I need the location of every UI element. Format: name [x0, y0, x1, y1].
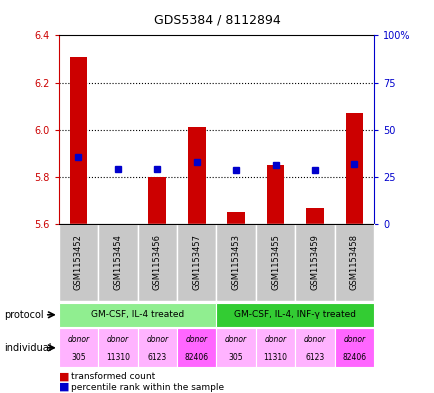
Bar [98, 328, 137, 367]
Text: GSM1153453: GSM1153453 [231, 234, 240, 290]
Text: GSM1153452: GSM1153452 [74, 234, 83, 290]
Text: 305: 305 [71, 353, 85, 362]
Bar [216, 224, 255, 301]
Bar [137, 328, 177, 367]
Text: 11310: 11310 [105, 353, 130, 362]
Text: donor: donor [264, 336, 286, 344]
Bar [334, 224, 373, 301]
Text: GSM1153456: GSM1153456 [152, 234, 161, 290]
Bar [266, 165, 284, 224]
Text: donor: donor [303, 336, 325, 344]
Text: percentile rank within the sample: percentile rank within the sample [71, 383, 224, 391]
Text: 82406: 82406 [342, 353, 365, 362]
Text: 6123: 6123 [147, 353, 167, 362]
Bar [227, 212, 244, 224]
Bar [69, 57, 87, 224]
Text: donor: donor [107, 336, 128, 344]
Bar [187, 127, 205, 224]
Text: donor: donor [342, 336, 365, 344]
Bar [255, 328, 295, 367]
Bar [306, 208, 323, 224]
Text: ■: ■ [59, 371, 69, 382]
Text: donor: donor [185, 336, 207, 344]
Bar [334, 328, 373, 367]
Text: GSM1153458: GSM1153458 [349, 234, 358, 290]
Text: individual: individual [4, 343, 52, 353]
Text: GSM1153457: GSM1153457 [192, 234, 201, 290]
Text: GM-CSF, IL-4 treated: GM-CSF, IL-4 treated [91, 310, 184, 319]
Text: 11310: 11310 [263, 353, 287, 362]
Bar [255, 224, 295, 301]
Bar [216, 328, 255, 367]
Bar [59, 303, 216, 327]
Bar [216, 303, 373, 327]
Bar [177, 224, 216, 301]
Bar [177, 328, 216, 367]
Text: GM-CSF, IL-4, INF-γ treated: GM-CSF, IL-4, INF-γ treated [234, 310, 355, 319]
Bar [295, 224, 334, 301]
Bar [59, 224, 98, 301]
Text: transformed count: transformed count [71, 372, 155, 381]
Text: protocol: protocol [4, 310, 44, 320]
Bar [345, 113, 362, 224]
Bar [148, 177, 166, 224]
Bar [59, 328, 98, 367]
Text: GDS5384 / 8112894: GDS5384 / 8112894 [154, 14, 280, 27]
Bar [98, 224, 137, 301]
Text: GSM1153454: GSM1153454 [113, 234, 122, 290]
Text: donor: donor [67, 336, 89, 344]
Bar [295, 328, 334, 367]
Text: ■: ■ [59, 382, 69, 392]
Text: GSM1153459: GSM1153459 [310, 234, 319, 290]
Bar [137, 224, 177, 301]
Text: 6123: 6123 [305, 353, 324, 362]
Text: donor: donor [224, 336, 247, 344]
Text: 82406: 82406 [184, 353, 208, 362]
Text: GSM1153455: GSM1153455 [270, 234, 279, 290]
Text: 305: 305 [228, 353, 243, 362]
Text: donor: donor [146, 336, 168, 344]
